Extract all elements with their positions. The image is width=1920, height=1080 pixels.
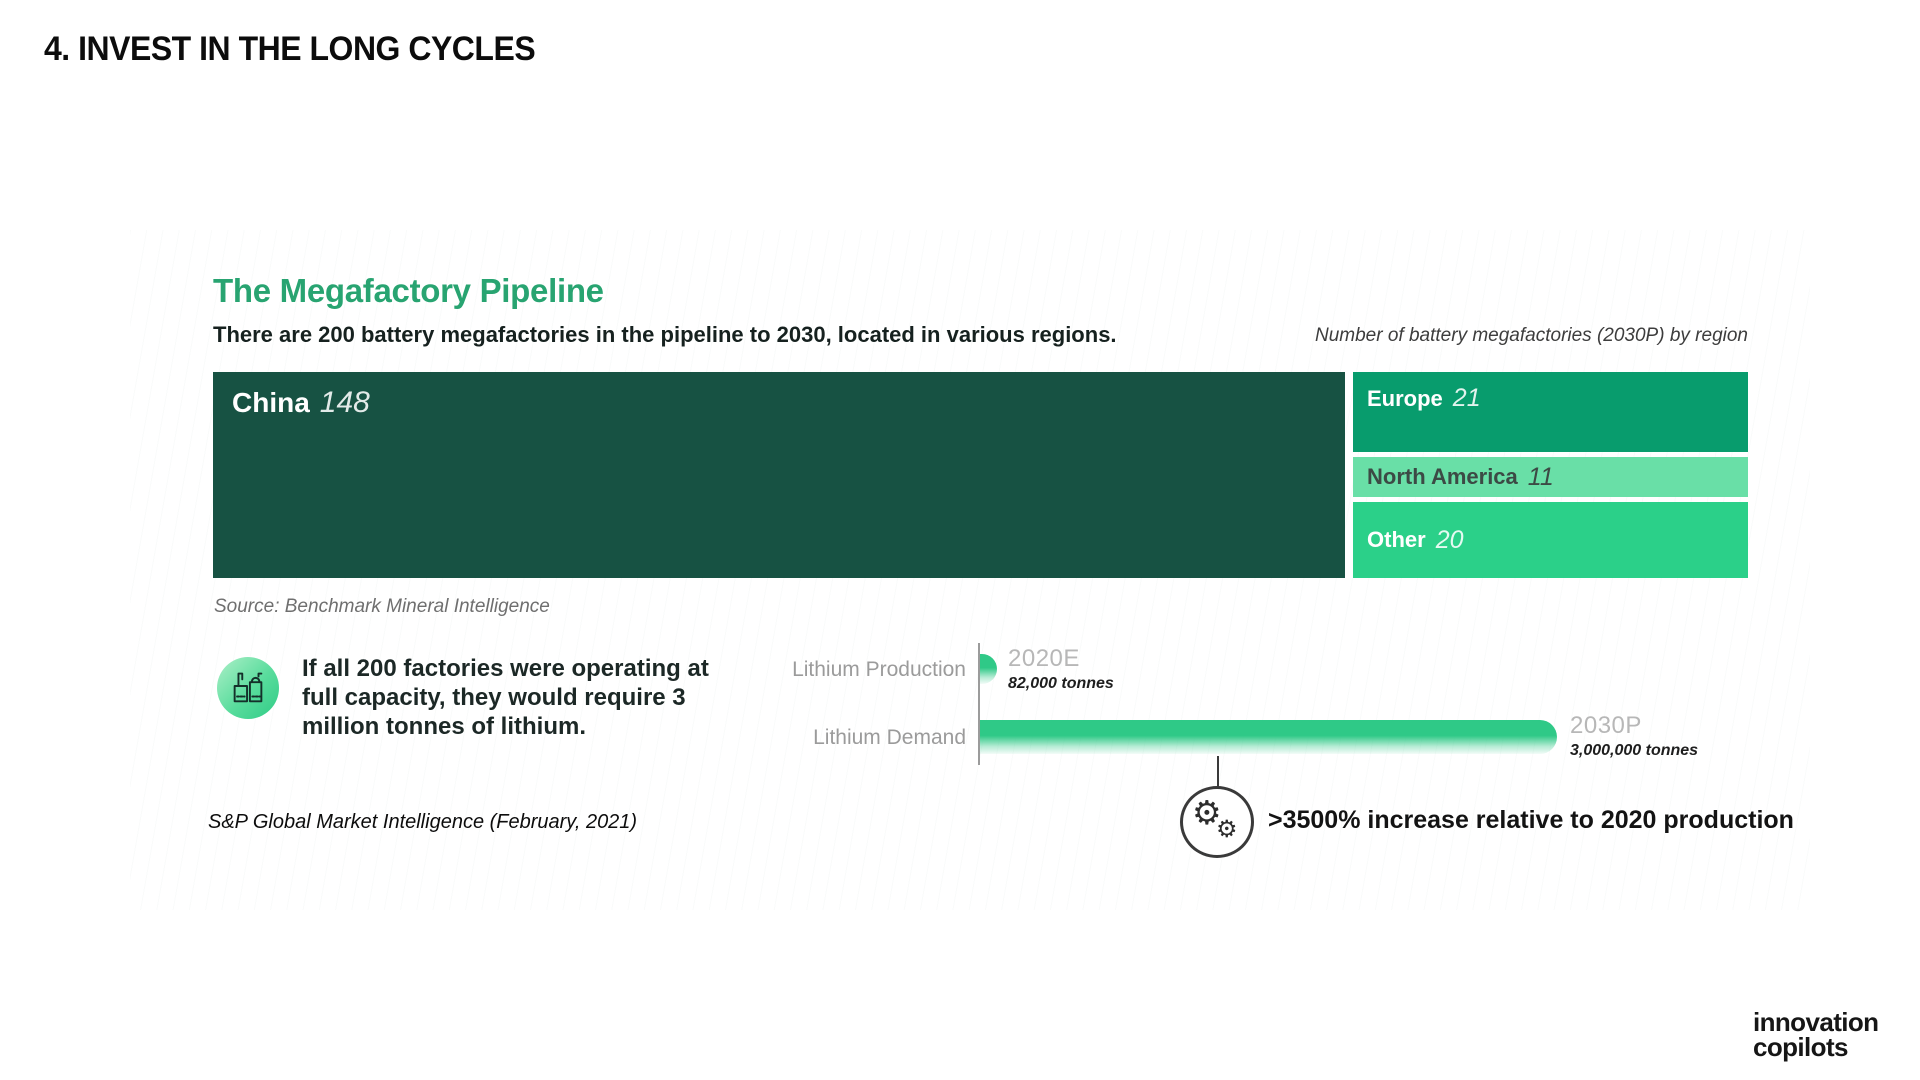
region-name: China <box>232 387 310 418</box>
region-name: North America <box>1367 464 1518 489</box>
citation: S&P Global Market Intelligence (February… <box>208 811 638 833</box>
gear-icon: ⚙ <box>1216 815 1238 843</box>
amount-label-2020e: 82,000 tonnes <box>1008 675 1114 692</box>
treemap-block-other: Other 20 <box>1353 502 1748 578</box>
treemap-block-north-america: North America 11 <box>1353 457 1748 497</box>
region-value: 21 <box>1452 384 1481 412</box>
bar-lithium-demand-2030 <box>980 720 1557 754</box>
treemap-source: Source: Benchmark Mineral Intelligence <box>214 596 550 617</box>
region-value: 20 <box>1435 525 1464 554</box>
factory-icon <box>227 665 269 712</box>
gear-icon: ⚙ <box>1192 793 1222 832</box>
infographic-title: The Megafactory Pipeline <box>213 272 604 309</box>
infographic-subtitle: There are 200 battery megafactories in t… <box>213 322 1117 347</box>
bar-lithium-production-2020 <box>980 654 997 684</box>
fact-text: If all 200 factories were operating at f… <box>302 655 709 740</box>
slide-title: 4. INVEST IN THE LONG CYCLES <box>44 30 536 68</box>
chart-axis-line <box>978 643 980 765</box>
annotation-connector-line <box>1217 756 1219 787</box>
infographic-note: Number of battery megafactories (2030P) … <box>1315 325 1748 346</box>
treemap-block-europe: Europe 21 <box>1353 372 1748 452</box>
year-label-2030p: 2030P <box>1570 712 1642 739</box>
gears-icon-circle: ⚙ ⚙ <box>1180 786 1254 858</box>
region-name: Other <box>1367 527 1426 552</box>
logo-line2: copilots <box>1753 1032 1848 1062</box>
megafactory-treemap: China 148 Europe 21 North America 11 Other 2… <box>213 372 1748 578</box>
region-name: Europe <box>1367 386 1443 411</box>
logo-line1: innovation <box>1753 1007 1879 1037</box>
treemap-block-china: China 148 <box>213 372 1345 578</box>
amount-label-2030p: 3,000,000 tonnes <box>1570 742 1699 759</box>
region-value: 148 <box>319 386 370 419</box>
increase-annotation: >3500% increase relative to 2020 product… <box>1268 806 1794 834</box>
innovation-copilots-logo: innovation copilots <box>1753 1007 1879 1062</box>
region-value: 11 <box>1527 462 1554 491</box>
row-label-lithium-demand: Lithium Demand <box>813 726 966 749</box>
factory-icon-circle <box>217 657 279 719</box>
row-label-lithium-production: Lithium Production <box>792 658 966 681</box>
year-label-2020e: 2020E <box>1008 645 1080 672</box>
